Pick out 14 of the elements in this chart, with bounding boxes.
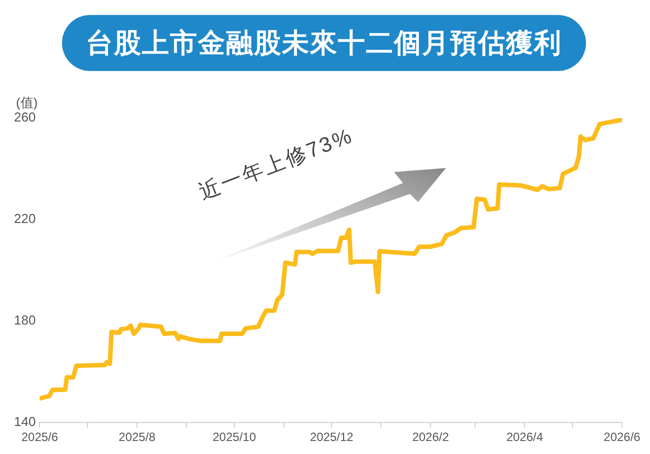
y-axis-title: (值) xyxy=(16,94,38,112)
x-tick-label: 2025/8 xyxy=(118,430,156,444)
x-tick-label: 2025/10 xyxy=(212,430,256,444)
annotation: 近一年上修73% xyxy=(195,123,358,206)
chart-title: 台股上市金融股未來十二個月預估獲利 xyxy=(62,15,586,71)
x-tick-label: 2026/2 xyxy=(412,430,450,444)
x-tick-label: 2026/4 xyxy=(506,430,544,444)
y-tick-label: 180 xyxy=(14,312,36,328)
x-tick-label: 2026/6 xyxy=(604,430,641,444)
y-tick-label: 260 xyxy=(14,110,36,125)
x-tick-label: 2025/6 xyxy=(21,430,58,444)
y-tick-label: 220 xyxy=(14,211,36,226)
y-tick-label: 140 xyxy=(14,414,36,430)
x-tick-label: 2025/12 xyxy=(310,430,354,444)
